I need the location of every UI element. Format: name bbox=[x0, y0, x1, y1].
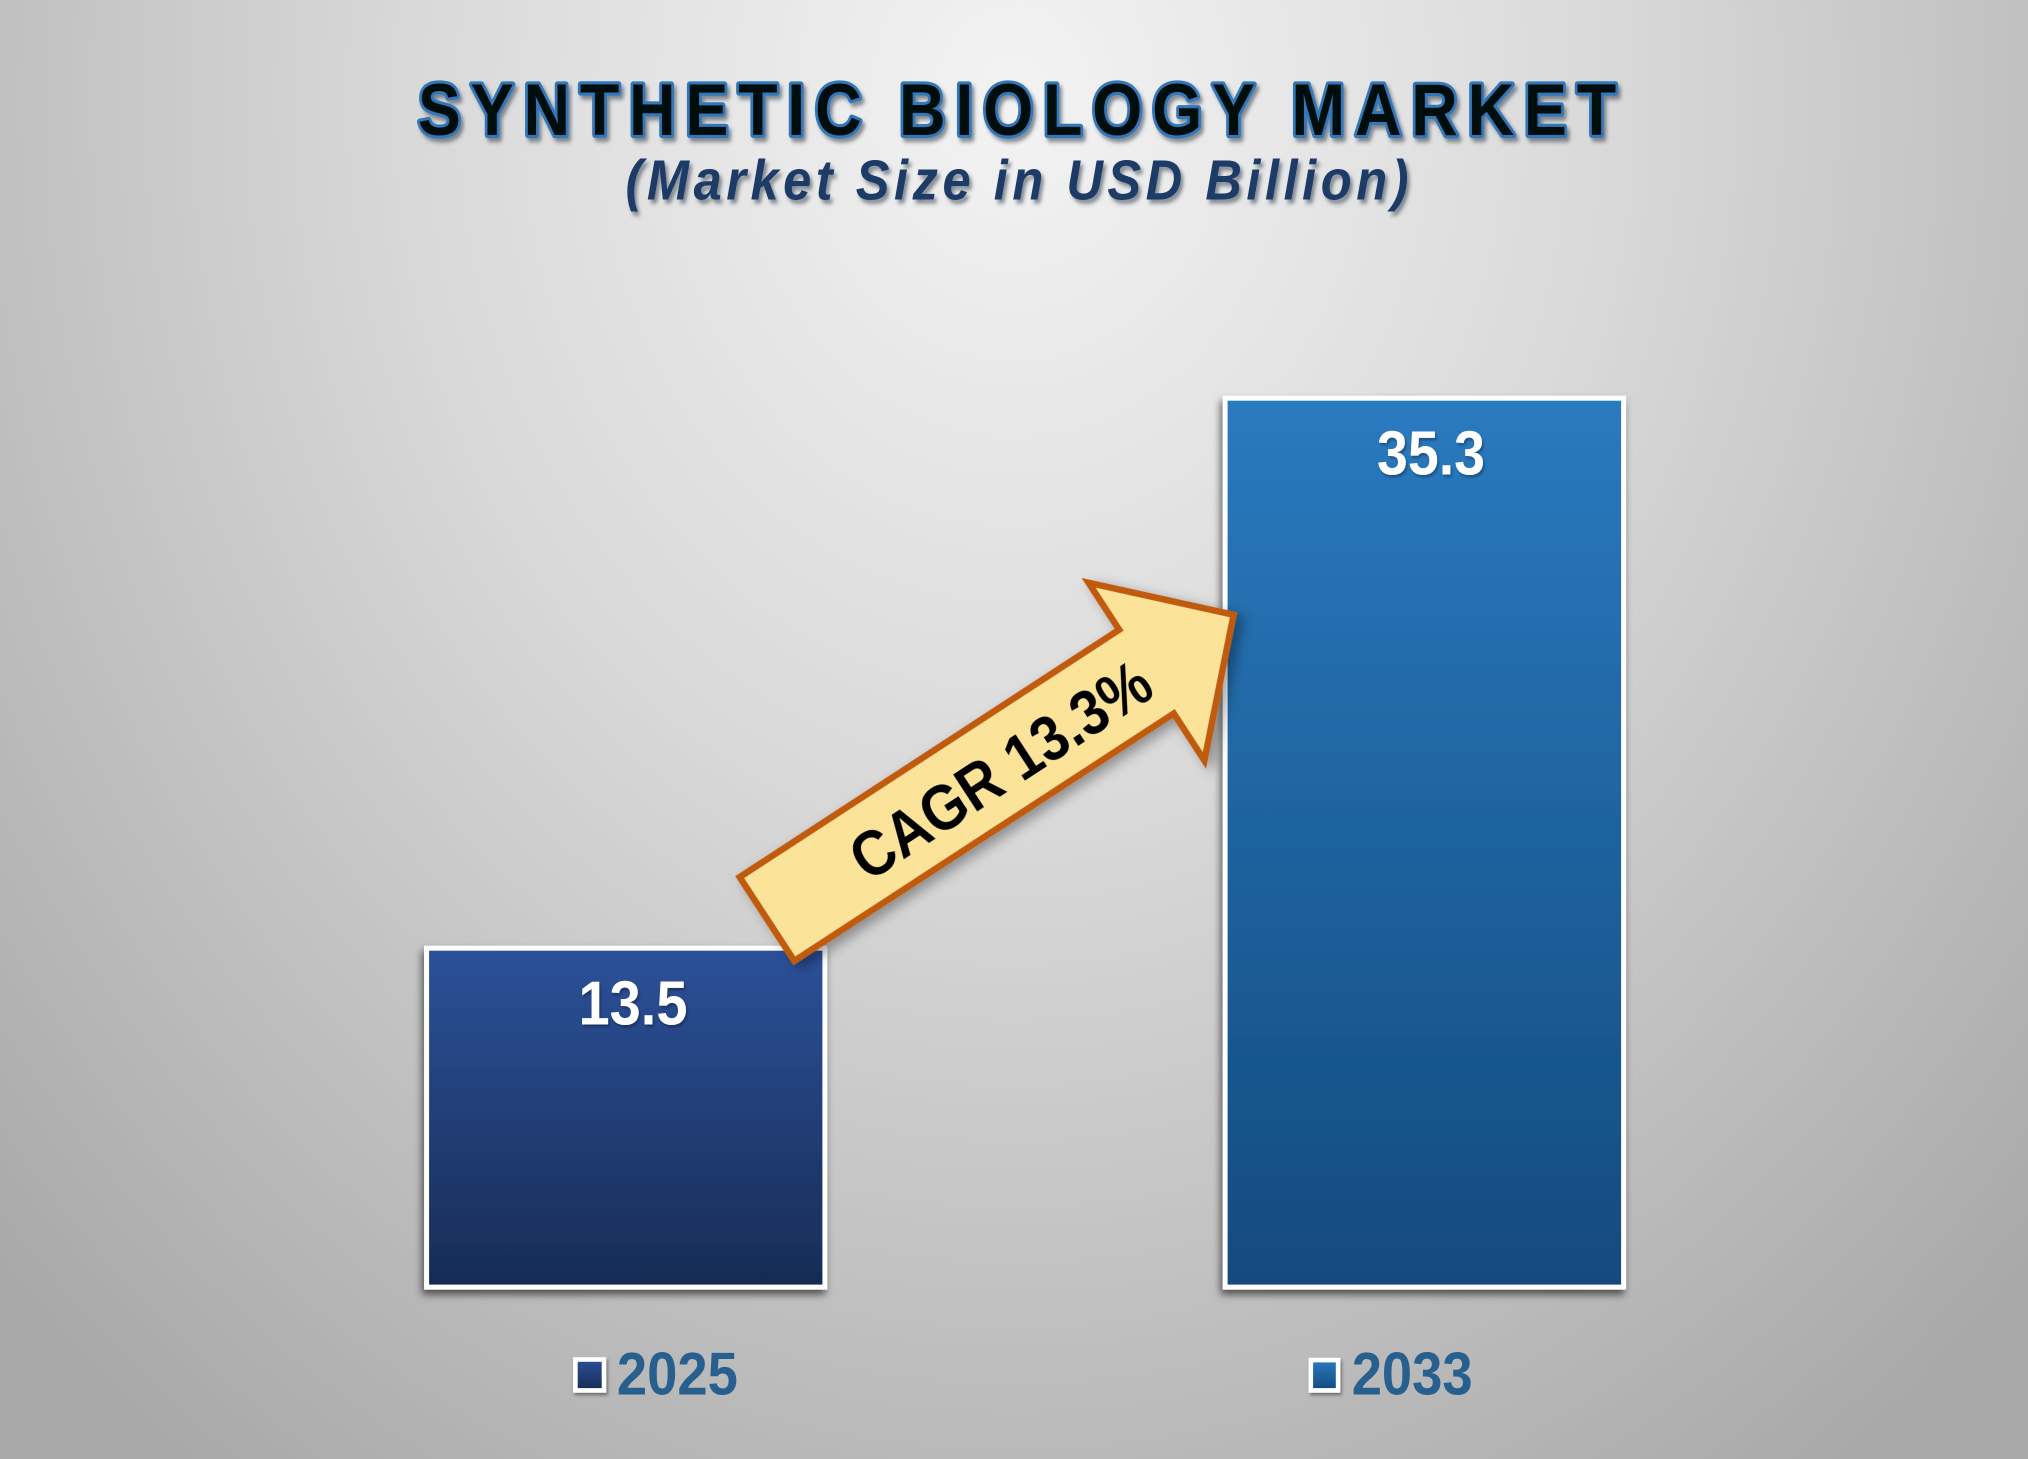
svg-text:35.3: 35.3 bbox=[1377, 419, 1485, 489]
svg-text:(Market Size in USD Billion): (Market Size in USD Billion) bbox=[625, 150, 1408, 212]
svg-text:13.5: 13.5 bbox=[579, 969, 688, 1039]
svg-text:2025: 2025 bbox=[617, 1341, 738, 1408]
svg-text:2033: 2033 bbox=[1352, 1341, 1473, 1408]
svg-text:SYNTHETIC BIOLOGY MARKET: SYNTHETIC BIOLOGY MARKET bbox=[418, 69, 1616, 151]
